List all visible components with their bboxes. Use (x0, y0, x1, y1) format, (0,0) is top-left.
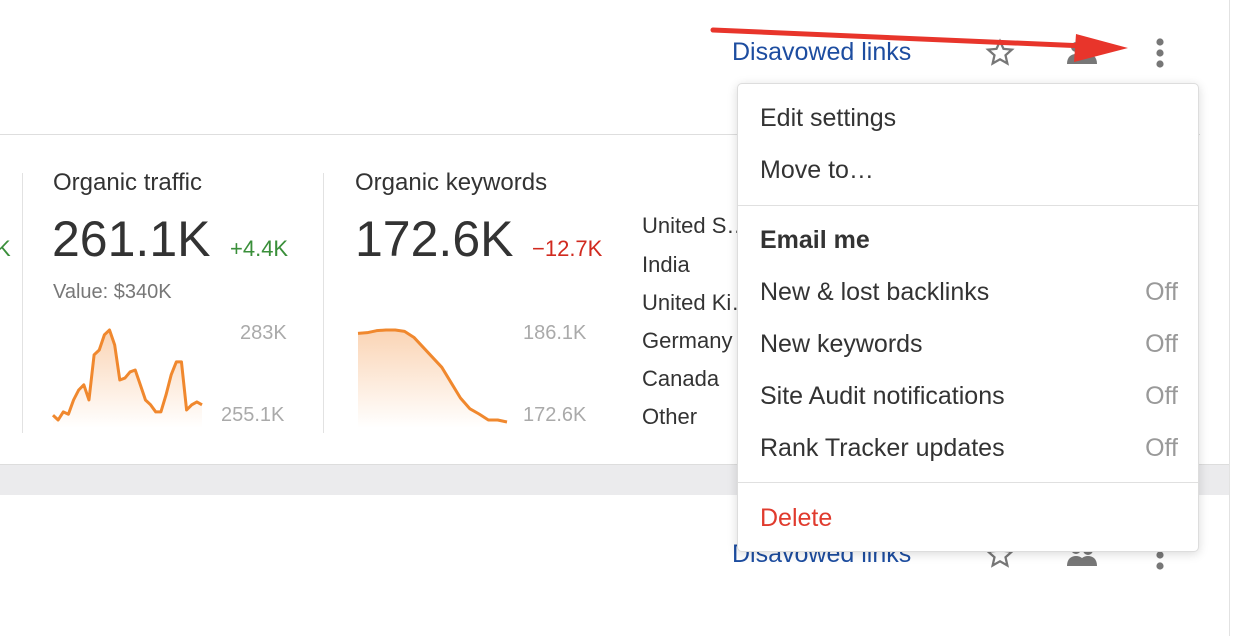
menu-divider (738, 205, 1198, 206)
organic-keywords-sparkline (357, 328, 508, 428)
right-border (1229, 0, 1230, 636)
menu-item-label: Delete (760, 504, 833, 532)
sparkline-area (53, 330, 202, 428)
sparkline-line (51, 328, 203, 422)
menu-item-label: Site Audit notifications (760, 382, 1005, 410)
organic-traffic-sparkline (51, 328, 203, 428)
menu-item-label: Rank Tracker updates (760, 434, 1005, 462)
menu-item-new-lost-backlinks[interactable]: New & lost backlinks Off (760, 278, 1178, 307)
menu-item-label: Move to… (760, 156, 874, 184)
menu-divider (738, 482, 1198, 483)
country-item: Germany (642, 328, 733, 353)
toggle-state[interactable]: Off (1145, 278, 1178, 306)
country-item: India (642, 252, 690, 277)
organic-traffic-title: Organic traffic (53, 169, 202, 196)
card-top-border (0, 134, 1200, 135)
vertical-dots-icon[interactable] (1152, 38, 1168, 68)
menu-item-rank-tracker[interactable]: Rank Tracker updates Off (760, 434, 1178, 463)
keywords-axis-max: 186.1K (523, 322, 587, 344)
keywords-axis-min: 172.6K (523, 404, 587, 426)
toggle-state[interactable]: Off (1145, 330, 1178, 358)
toggle-state[interactable]: Off (1145, 434, 1178, 462)
heading-label: Email me (760, 226, 870, 254)
partial-delta: K (0, 236, 11, 261)
organic-traffic-value: 261.1K (52, 211, 211, 267)
menu-item-site-audit[interactable]: Site Audit notifications Off (760, 382, 1178, 411)
organic-traffic-delta: +4.4K (230, 236, 289, 261)
disavowed-links-link[interactable]: Disavowed links (732, 38, 912, 66)
country-item: United Ki… (642, 290, 754, 315)
email-me-heading: Email me (760, 226, 1178, 255)
menu-item-edit-settings[interactable]: Edit settings (760, 104, 1178, 133)
sparkline-area (358, 330, 507, 428)
traffic-axis-min: 255.1K (221, 404, 285, 426)
menu-item-label: New keywords (760, 330, 923, 358)
organic-keywords-value: 172.6K (355, 211, 514, 267)
country-item: United S… (642, 213, 749, 238)
annotation-arrow-icon (710, 27, 1128, 62)
more-options-menu: Edit settings Move to… Email me New & lo… (737, 83, 1199, 552)
country-item: Other (642, 404, 698, 429)
menu-item-move-to[interactable]: Move to… (760, 156, 1178, 185)
divider (22, 173, 23, 433)
menu-item-label: New & lost backlinks (760, 278, 990, 306)
menu-item-new-keywords[interactable]: New keywords Off (760, 330, 1178, 359)
star-icon[interactable] (985, 38, 1015, 68)
traffic-value-label: Value: $340K (53, 281, 172, 303)
traffic-axis-max: 283K (240, 322, 287, 344)
organic-keywords-delta: −12.7K (532, 236, 603, 261)
menu-item-delete[interactable]: Delete (760, 504, 1178, 533)
divider (323, 173, 324, 433)
menu-item-label: Edit settings (760, 104, 897, 132)
country-item: Canada (642, 366, 720, 391)
sparkline-line (357, 328, 508, 424)
organic-keywords-title: Organic keywords (355, 169, 548, 196)
toggle-state[interactable]: Off (1145, 382, 1178, 410)
